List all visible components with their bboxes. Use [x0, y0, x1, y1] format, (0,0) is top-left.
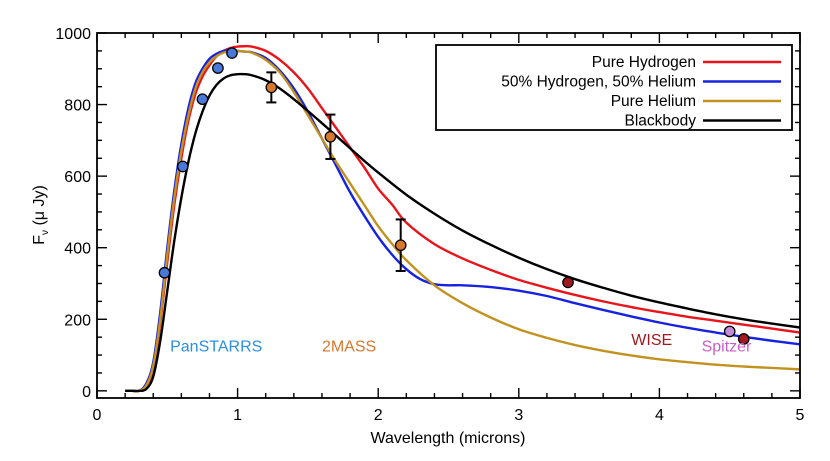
y-axis-title-main: F: [31, 235, 48, 245]
data-point-2mass: [394, 239, 407, 252]
legend-label-blackbody: Blackbody: [624, 113, 696, 130]
annotation-spitzer: Spitzer: [702, 338, 752, 355]
model-curves: [125, 44, 800, 393]
x-tick-label: 5: [796, 407, 805, 424]
legend-label-50-hydrogen-50-helium: 50% Hydrogen, 50% Helium: [501, 74, 696, 91]
y-tick-label: 400: [64, 241, 91, 258]
x-tick-label: 1: [233, 407, 242, 424]
data-point-panstarrs: [196, 93, 209, 106]
x-axis-title: Wavelength (microns): [370, 430, 525, 447]
y-tick-label: 800: [64, 98, 91, 115]
x-tick-label: 0: [93, 407, 102, 424]
y-tick-labels: 0 200 400 600 800 1000: [55, 26, 91, 401]
y-tick-label: 600: [64, 169, 91, 186]
x-tick-label: 3: [514, 407, 523, 424]
y-tick-label: 200: [64, 312, 91, 329]
y-axis-title: Fν (μ Jy): [31, 185, 51, 245]
y-axis-title-rest: (μ Jy): [31, 185, 48, 230]
data-point-wise: [737, 333, 750, 345]
axis-ticks: [96, 32, 801, 398]
data-point-2mass: [324, 130, 337, 143]
legend-label-pure-helium: Pure Helium: [611, 93, 696, 110]
legend: Pure Hydrogen 50% Hydrogen, 50% Helium Pur…: [435, 44, 793, 131]
curve-blackbody: [125, 72, 800, 393]
data-point-spitzer: [723, 325, 736, 338]
data-point-panstarrs: [176, 160, 189, 173]
y-tick-label: 0: [82, 384, 91, 401]
survey-annotations: PanSTARRS 2MASS WISE Spitzer: [170, 332, 752, 355]
curve-pure-helium: [125, 49, 800, 393]
x-tick-label: 2: [374, 407, 383, 424]
photometry-points: [158, 47, 750, 345]
error-bars: [266, 71, 406, 272]
annotation-panstarrs: PanSTARRS: [170, 338, 262, 355]
x-tick-label: 4: [655, 407, 664, 424]
data-point-panstarrs: [158, 266, 171, 279]
data-point-2mass: [265, 81, 278, 94]
data-point-panstarrs: [212, 62, 224, 74]
y-axis-title-sub: ν: [40, 230, 51, 235]
legend-label-pure-hydrogen: Pure Hydrogen: [592, 54, 696, 71]
annotation-2mass: 2MASS: [322, 338, 376, 355]
legend-box: [435, 44, 793, 131]
plot-frame: [96, 32, 801, 399]
data-point-wise: [562, 276, 574, 289]
x-tick-labels: 0 1 2 3 4 5: [93, 407, 805, 424]
annotation-wise: WISE: [631, 332, 672, 349]
y-tick-label: 1000: [55, 26, 91, 43]
data-point-panstarrs: [226, 47, 238, 59]
